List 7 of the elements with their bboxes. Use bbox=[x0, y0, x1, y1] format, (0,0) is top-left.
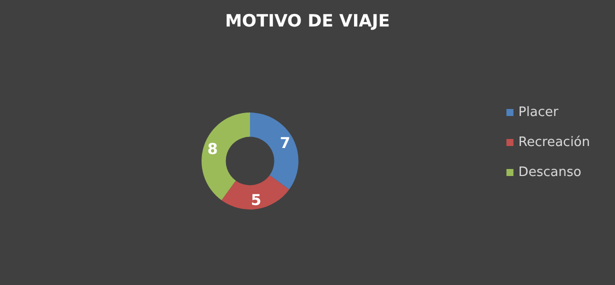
data-label: 7 bbox=[280, 134, 290, 152]
legend-label: Descanso bbox=[518, 165, 582, 180]
data-label: 5 bbox=[250, 190, 262, 209]
data-label: 8 bbox=[207, 140, 218, 158]
chart-title: MOTIVO DE VIAJE bbox=[225, 12, 390, 32]
legend-label: Recreación bbox=[518, 135, 590, 150]
legend-label: Placer bbox=[518, 105, 559, 120]
